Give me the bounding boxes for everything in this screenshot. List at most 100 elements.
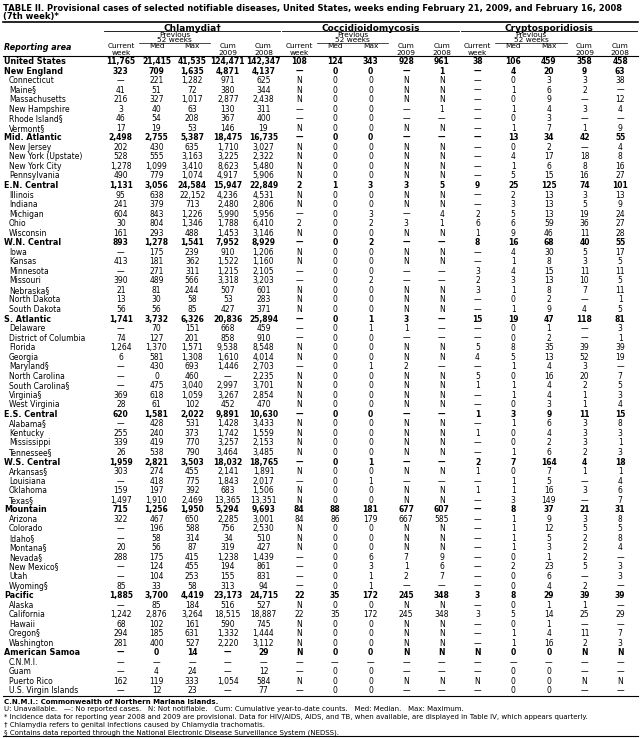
Text: 253: 253 — [185, 572, 199, 581]
Text: 843: 843 — [149, 210, 163, 218]
Text: 185: 185 — [149, 630, 163, 638]
Text: —: — — [474, 515, 481, 524]
Text: 0: 0 — [333, 324, 337, 333]
Text: N: N — [296, 171, 302, 181]
Text: 16: 16 — [508, 238, 519, 247]
Text: —: — — [474, 305, 481, 314]
Text: 81: 81 — [615, 314, 626, 323]
Text: 1: 1 — [511, 477, 515, 486]
Text: N: N — [296, 438, 302, 447]
Text: 3: 3 — [582, 515, 587, 524]
Text: 34: 34 — [223, 534, 233, 543]
Text: 8: 8 — [547, 258, 551, 266]
Text: 0: 0 — [368, 400, 373, 410]
Text: 5: 5 — [582, 248, 587, 257]
Text: 0: 0 — [368, 162, 373, 171]
Text: —: — — [403, 66, 410, 75]
Text: 490: 490 — [113, 171, 128, 181]
Text: 24,584: 24,584 — [178, 181, 207, 190]
Text: 7: 7 — [582, 286, 587, 295]
Text: 1: 1 — [475, 410, 480, 419]
Text: 8: 8 — [618, 419, 622, 429]
Text: 327: 327 — [149, 95, 163, 104]
Text: N: N — [581, 677, 587, 686]
Text: N: N — [439, 639, 445, 648]
Text: N: N — [403, 419, 409, 429]
Text: —: — — [581, 658, 588, 667]
Text: N: N — [439, 601, 445, 610]
Text: 9: 9 — [618, 200, 622, 209]
Text: —: — — [438, 276, 445, 286]
Text: 68: 68 — [544, 238, 554, 247]
Text: 0: 0 — [368, 639, 373, 648]
Text: 0: 0 — [333, 171, 337, 181]
Text: —: — — [474, 114, 481, 123]
Text: 239: 239 — [185, 248, 199, 257]
Text: 0: 0 — [368, 286, 373, 295]
Text: Current
week: Current week — [107, 43, 135, 56]
Text: 2: 2 — [582, 382, 587, 390]
Text: 379: 379 — [149, 200, 164, 209]
Text: N: N — [439, 543, 445, 553]
Text: 1,891: 1,891 — [253, 467, 274, 476]
Text: —: — — [581, 686, 588, 695]
Text: 1,439: 1,439 — [253, 553, 274, 562]
Text: 650: 650 — [185, 515, 199, 524]
Text: 2: 2 — [547, 334, 551, 342]
Text: 39: 39 — [579, 591, 590, 600]
Text: 0: 0 — [368, 229, 373, 238]
Text: 858: 858 — [221, 334, 235, 342]
Text: —: — — [117, 419, 124, 429]
Text: —: — — [474, 86, 481, 94]
Text: 2,703: 2,703 — [253, 362, 274, 371]
Text: 101: 101 — [612, 181, 628, 190]
Text: 7: 7 — [546, 124, 551, 133]
Text: 415: 415 — [185, 553, 199, 562]
Text: —: — — [153, 658, 160, 667]
Text: N: N — [296, 200, 302, 209]
Text: 0: 0 — [333, 114, 337, 123]
Text: —: — — [438, 410, 445, 419]
Text: 590: 590 — [221, 620, 235, 629]
Text: N: N — [296, 467, 302, 476]
Text: 3,001: 3,001 — [253, 515, 274, 524]
Text: 0: 0 — [333, 219, 337, 228]
Text: Colorado: Colorado — [9, 524, 43, 534]
Text: N: N — [296, 429, 302, 438]
Text: N: N — [439, 248, 445, 257]
Text: 0: 0 — [333, 467, 337, 476]
Text: 184: 184 — [185, 601, 199, 610]
Text: 2: 2 — [582, 448, 587, 457]
Text: —: — — [474, 295, 481, 305]
Text: 971: 971 — [221, 76, 235, 85]
Text: 63: 63 — [187, 105, 197, 114]
Text: 339: 339 — [113, 438, 128, 447]
Text: Georgia: Georgia — [9, 353, 39, 362]
Text: 0: 0 — [332, 410, 337, 419]
Text: 124: 124 — [327, 57, 343, 66]
Text: 0: 0 — [333, 353, 337, 362]
Text: 108: 108 — [291, 57, 307, 66]
Text: N: N — [296, 124, 302, 133]
Text: —: — — [617, 601, 624, 610]
Text: —: — — [617, 620, 624, 629]
Text: 419: 419 — [149, 438, 163, 447]
Text: 413: 413 — [113, 258, 128, 266]
Text: —: — — [224, 686, 231, 695]
Text: 5: 5 — [618, 258, 622, 266]
Text: West Virginia: West Virginia — [9, 400, 60, 410]
Text: —: — — [474, 134, 481, 142]
Text: 11: 11 — [579, 229, 589, 238]
Text: 1: 1 — [368, 477, 373, 486]
Text: Alabama§: Alabama§ — [9, 419, 47, 429]
Text: N: N — [403, 229, 409, 238]
Text: 5: 5 — [439, 181, 444, 190]
Text: N: N — [296, 86, 302, 94]
Text: N: N — [296, 190, 302, 199]
Text: 510: 510 — [256, 534, 271, 543]
Text: 0: 0 — [333, 534, 337, 543]
Text: 20: 20 — [579, 372, 589, 381]
Text: Current
week: Current week — [285, 43, 313, 56]
Text: 85: 85 — [152, 601, 162, 610]
Text: United States: United States — [4, 57, 66, 66]
